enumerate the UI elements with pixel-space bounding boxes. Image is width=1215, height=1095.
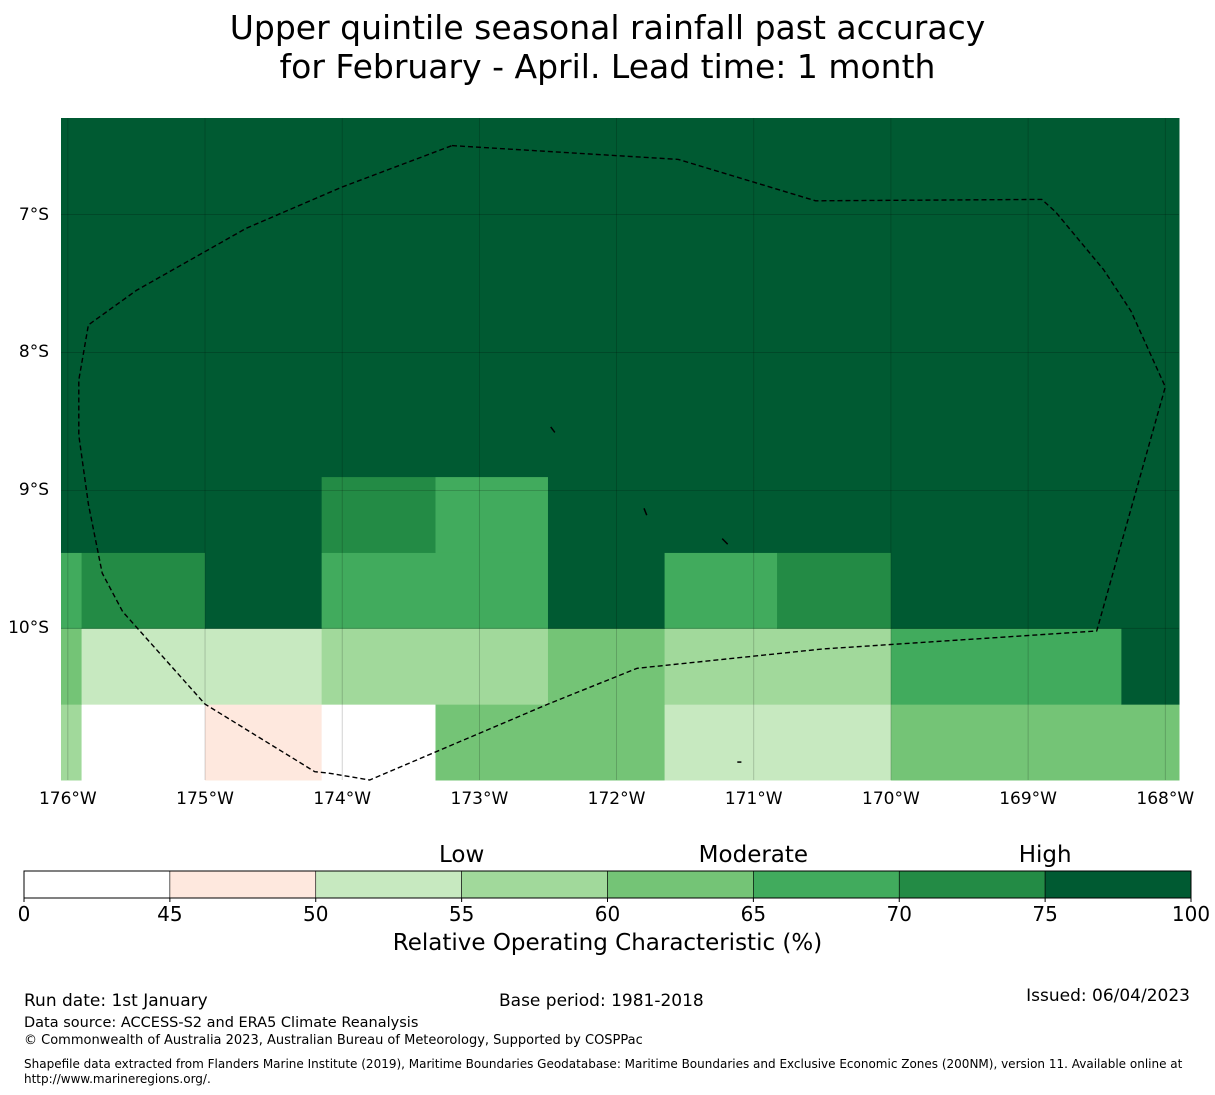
roc-cell — [435, 704, 666, 781]
roc-cell — [321, 476, 436, 553]
y-tick-label: 7°S — [18, 204, 49, 225]
colorbar-tick-label: 50 — [303, 902, 329, 926]
roc-cell — [321, 704, 436, 781]
colorbar-category-label: Low — [438, 842, 485, 868]
roc-cell — [61, 704, 83, 781]
x-tick-label: 168°W — [1136, 789, 1195, 809]
roc-cell — [81, 704, 206, 781]
roc-cell — [777, 552, 892, 629]
roc-cell — [664, 628, 892, 705]
gridlines — [61, 118, 1179, 780]
chart-title-line-1: Upper quintile seasonal rainfall past ac… — [229, 8, 986, 47]
x-tick-label: 172°W — [587, 789, 646, 809]
colorbar-segment — [169, 870, 317, 899]
run-date: Run date: 1st January — [24, 991, 208, 1011]
colorbar-tick-label: 45 — [157, 902, 183, 926]
islands — [550, 426, 742, 763]
colorbar-tick-label: 100 — [1171, 902, 1211, 926]
roc-cell — [61, 628, 83, 705]
y-tick-label: 10°S — [8, 618, 49, 639]
roc-cell — [547, 476, 1180, 553]
colorbar-segment — [23, 870, 171, 899]
roc-cell — [81, 552, 206, 629]
colorbar-label: Relative Operating Characteristic (%) — [392, 930, 823, 956]
colorbar-segment — [607, 870, 754, 899]
colorbar-tick-label: 65 — [740, 902, 767, 926]
roc-cell — [81, 628, 323, 705]
eez-boundary — [78, 144, 1167, 781]
colorbar-tick-label: 55 — [448, 902, 475, 926]
shapefile-credit-line-2: http://www.marineregions.org/. — [24, 1072, 211, 1086]
colorbar-tick-label: 0 — [17, 902, 31, 926]
roc-cell — [1121, 628, 1180, 705]
colorbar-tick-label: 75 — [1032, 902, 1058, 926]
issued-date: Issued: 06/04/2023 — [1026, 986, 1190, 1006]
roc-cell — [664, 704, 892, 781]
x-tick-label: 173°W — [450, 789, 509, 809]
base-period: Base period: 1981-2018 — [499, 991, 704, 1011]
roc-grid — [61, 118, 1180, 781]
colorbar — [23, 870, 1192, 902]
colorbar-category-label: Moderate — [698, 842, 809, 868]
colorbar-tick-label: 70 — [886, 902, 912, 926]
x-tick-label: 170°W — [862, 789, 920, 809]
roc-cell — [890, 704, 1180, 781]
island — [721, 538, 729, 545]
colorbar-segment — [315, 870, 462, 899]
roc-cell — [890, 628, 1122, 705]
x-tick-label: 174°W — [313, 789, 372, 809]
island — [550, 426, 556, 433]
x-tick-label: 169°W — [999, 789, 1057, 809]
roc-cell — [547, 552, 666, 629]
colorbar-category-label: High — [1018, 842, 1072, 868]
roc-cell — [61, 552, 83, 629]
data-source: Data source: ACCESS-S2 and ERA5 Climate … — [24, 1015, 419, 1031]
roc-cell — [61, 476, 323, 553]
colorbar-tick-label: 60 — [594, 902, 621, 926]
chart-title-line-2: for February - April. Lead time: 1 month — [279, 47, 936, 86]
roc-cell — [321, 628, 549, 705]
roc-cell — [61, 118, 1180, 478]
roc-cell — [321, 552, 549, 629]
colorbar-segment — [461, 870, 608, 899]
roc-cell — [664, 552, 778, 629]
roc-cell — [205, 552, 323, 629]
colorbar-segment — [1044, 870, 1192, 899]
colorbar-segment — [753, 870, 900, 899]
island — [643, 508, 648, 516]
x-tick-label: 175°W — [176, 789, 234, 809]
y-tick-label: 8°S — [18, 342, 49, 363]
roc-cell — [435, 476, 549, 553]
copyright: © Commonwealth of Australia 2023, Austra… — [24, 1033, 643, 1048]
x-tick-label: 171°W — [724, 789, 783, 809]
roc-cell — [547, 628, 666, 705]
y-tick-label: 9°S — [18, 480, 49, 501]
roc-cell — [890, 552, 1180, 629]
roc-cell — [205, 704, 323, 781]
shapefile-credit-line-1: Shapefile data extracted from Flanders M… — [24, 1057, 1183, 1071]
colorbar-segment — [898, 870, 1046, 899]
x-tick-label: 176°W — [38, 789, 97, 809]
